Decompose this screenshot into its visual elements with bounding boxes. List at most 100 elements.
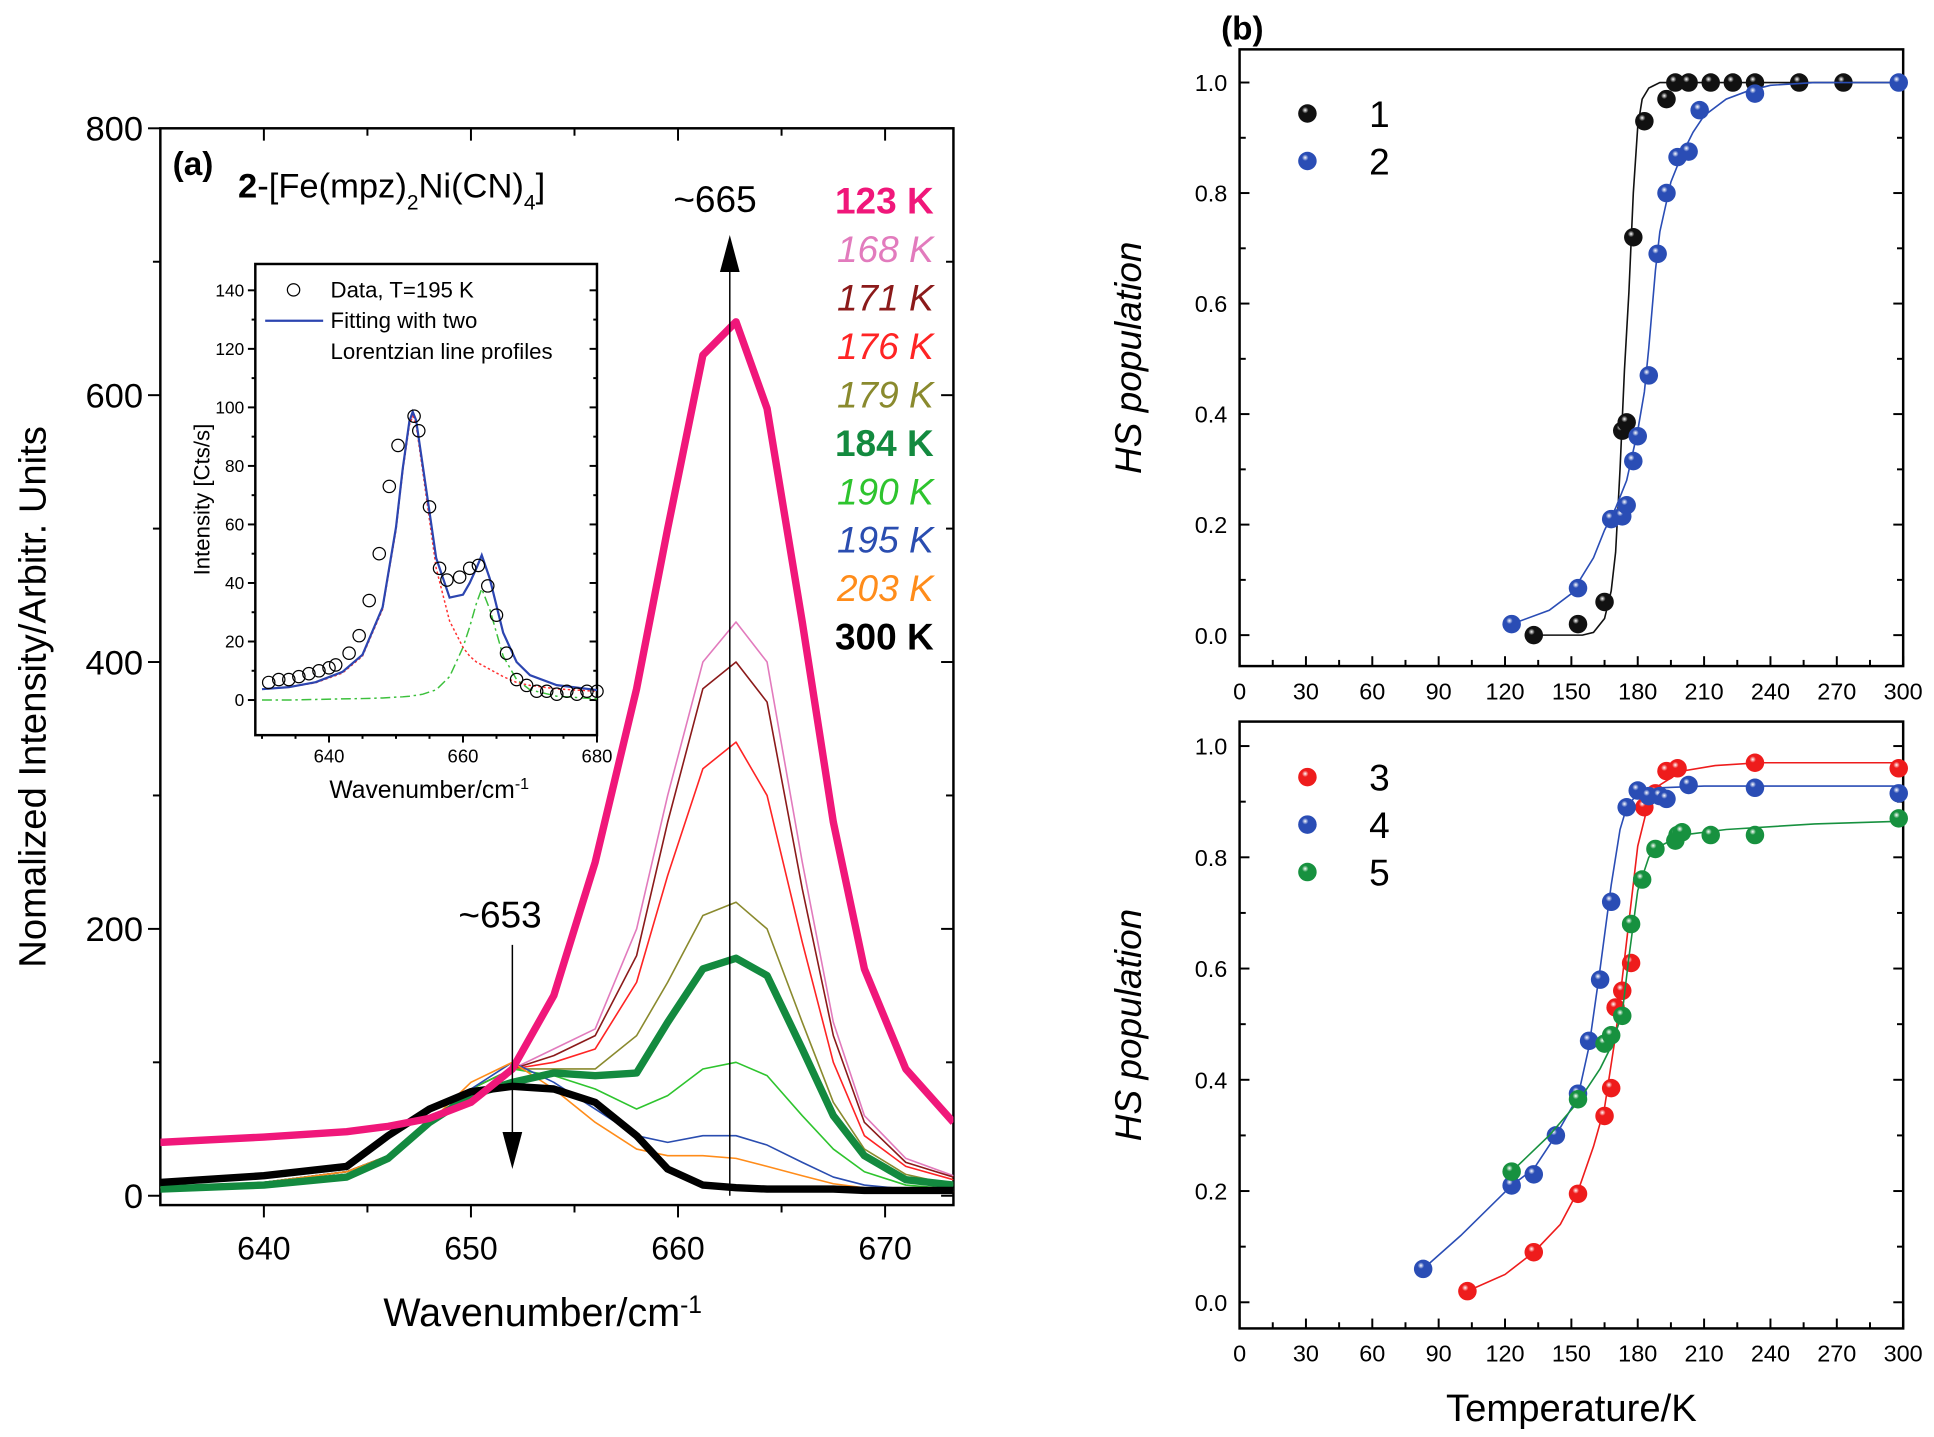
y-tick-label: 200 — [85, 911, 143, 949]
inset-data-point — [432, 561, 447, 576]
y-tick-label: 0.2 — [1195, 1179, 1228, 1205]
y-tick-label: 0.0 — [1195, 623, 1228, 649]
data-point-5 — [1502, 1162, 1521, 1181]
inset-x-tick-label: 660 — [448, 745, 479, 766]
series-line-184k — [160, 954, 954, 1193]
title-part: Ni(CN) — [418, 167, 523, 205]
data-point-2 — [1639, 366, 1659, 385]
panel-label: (a) — [173, 146, 214, 183]
x-tick-label: 0 — [1233, 678, 1246, 704]
data-point-4 — [1413, 1259, 1433, 1279]
panel-b-2: 0.0 0.2 0.4 0.6 0.8 1.0 0 30 60 90 120 150 180 210 240… — [1108, 11, 1923, 705]
x-axis-label: Wavenumber/cm-1 — [383, 1291, 702, 1335]
data-point-1 — [1595, 592, 1614, 612]
y-tick-label: 1.0 — [1195, 70, 1228, 96]
data-point-5 — [1889, 809, 1908, 828]
inset-data-point — [282, 672, 296, 687]
title-part: 2 — [238, 167, 257, 205]
y-tick-label: 0.6 — [1195, 956, 1228, 982]
x-tick-label: 240 — [1751, 1341, 1790, 1367]
legend-entry: 176 K — [837, 326, 936, 367]
inset-x-tick-label: 640 — [314, 745, 345, 766]
legend-entry: 179 K — [837, 374, 936, 415]
x-tick-label: 240 — [1751, 678, 1790, 704]
title-part: ] — [536, 167, 546, 205]
legend-entry: 300 K — [835, 617, 934, 658]
series-line-123k — [160, 318, 954, 1147]
series-group — [160, 318, 954, 1195]
series-line-190k — [160, 1061, 954, 1190]
data-point-1 — [1568, 614, 1588, 634]
annotation-label: ~653 — [458, 895, 541, 936]
legend-entry: 168 K — [837, 229, 936, 270]
data-point-3 — [1458, 1281, 1477, 1301]
x-tick-label: 180 — [1618, 1341, 1657, 1367]
inset-data-point — [570, 687, 584, 701]
data-point-3 — [1621, 953, 1641, 973]
data-point-4 — [1524, 1165, 1544, 1184]
plot-frame — [1238, 48, 1905, 668]
inset-data-point — [560, 684, 574, 699]
legend-marker — [1298, 767, 1317, 787]
inset-data-point — [391, 438, 405, 453]
x-tick-label: 120 — [1485, 1341, 1524, 1367]
x-tick-label: 300 — [1884, 678, 1923, 704]
data-point-5 — [1621, 914, 1641, 934]
inset-data-point — [489, 608, 504, 622]
y-tick-label: 0.6 — [1195, 291, 1228, 317]
data-point-1 — [1657, 89, 1676, 109]
arrow-down-icon — [502, 1132, 523, 1170]
data-point-1 — [1723, 73, 1743, 92]
x-axis-label-superscript: -1 — [680, 1291, 702, 1318]
y-tick-label: 1.0 — [1195, 734, 1228, 760]
legend-label: 5 — [1369, 853, 1390, 894]
data-point-4 — [1590, 970, 1610, 989]
legend-marker-circle — [286, 283, 301, 297]
inset-y-tick-label: 0 — [235, 690, 245, 710]
data-point-5 — [1601, 1026, 1621, 1045]
chart-title: 2-[Fe(mpz)2Ni(CN)4] — [238, 167, 545, 214]
x-tick-label: 90 — [1426, 1341, 1452, 1367]
data-point-4 — [1889, 784, 1908, 803]
x-tick-label: 270 — [1817, 678, 1856, 704]
data-point-3 — [1601, 1078, 1621, 1098]
data-point-2 — [1679, 142, 1698, 161]
y-tick-label: 0 — [124, 1178, 143, 1216]
x-tick-label: 670 — [858, 1230, 911, 1266]
y-tick-label: 400 — [85, 644, 143, 682]
inset-legend-text: Fitting with two — [331, 308, 478, 333]
legend-entry: 190 K — [837, 471, 936, 512]
inset-data-point — [422, 500, 437, 514]
data-point-3 — [1595, 1106, 1614, 1126]
data-point-4 — [1546, 1126, 1566, 1145]
title-part: -[Fe(mpz) — [257, 167, 407, 205]
legend-entry: 184 K — [835, 423, 934, 464]
legend-marker — [1298, 862, 1317, 882]
data-point-5 — [1612, 1006, 1632, 1026]
inset-data-point — [519, 678, 534, 693]
fit-line-3 — [1467, 761, 1904, 1292]
x-tick-label: 300 — [1884, 1341, 1923, 1367]
data-point-5 — [1568, 1090, 1588, 1109]
data-point-1 — [1635, 111, 1654, 131]
inset-data-point — [590, 684, 604, 699]
inset-y-tick-label: 100 — [215, 398, 244, 418]
y-tick-label: 800 — [85, 111, 143, 149]
x-tick-label: 210 — [1685, 678, 1724, 704]
inset-y-tick-label: 80 — [225, 456, 244, 476]
arrow-up-icon — [719, 235, 740, 273]
inset-data-point — [411, 424, 426, 438]
data-point-2 — [1628, 426, 1647, 446]
inset-y-tick-label: 140 — [215, 280, 244, 300]
inset-fit-line — [261, 408, 598, 692]
data-point-1 — [1624, 228, 1643, 247]
data-point-4 — [1657, 789, 1676, 809]
inset-y-tick-label: 40 — [225, 573, 244, 593]
x-tick-label: 60 — [1359, 678, 1385, 704]
inset-data-point — [539, 684, 554, 699]
inset-y-axis-label: Intensity [Cts/s] — [190, 424, 215, 576]
legend-label: 3 — [1369, 758, 1390, 799]
legend-marker — [1298, 815, 1317, 834]
inset-fit-line — [262, 586, 598, 701]
